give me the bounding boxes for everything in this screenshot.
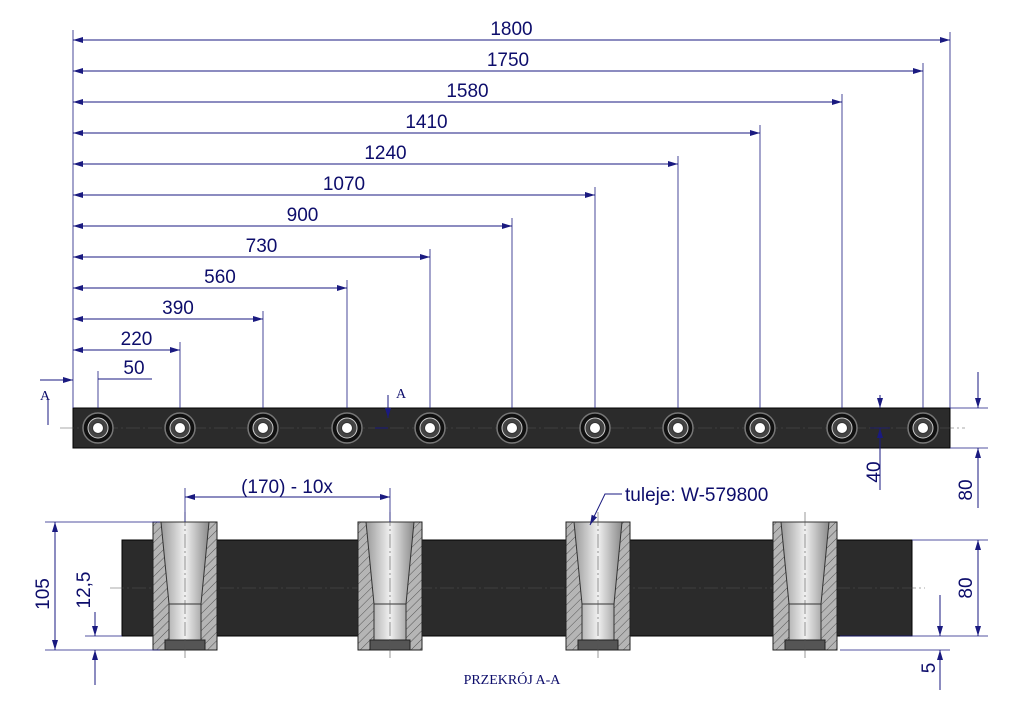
hole [341,422,353,434]
hole [174,422,186,434]
dimension-text: 390 [162,298,194,319]
hole [917,422,929,434]
dimension-text: 5 [919,663,940,674]
dimension-text: 220 [121,329,153,350]
holes [82,412,939,444]
hole [836,422,848,434]
hole [257,422,269,434]
dimension-text: 50 [123,358,144,379]
section-mark: A [396,387,407,402]
dimension-text: 1070 [323,174,365,195]
dimension-text: 12,5 [74,572,95,609]
dimension-text: 105 [33,578,54,610]
dimension-text: 80 [956,577,977,598]
dimension-text: 900 [287,205,319,226]
hole [589,422,601,434]
dimension-text: 1410 [405,112,447,133]
dimension-text: 730 [246,236,278,257]
bushings [152,512,838,660]
dimension-text: 1580 [446,81,488,102]
dimension-text: 40 [864,461,885,482]
dimension-text: 1240 [364,143,406,164]
dimension-text: 80 [956,479,977,500]
dimension-text: 560 [204,267,236,288]
section-mark: A [40,389,51,404]
hole [754,422,766,434]
caption: PRZEKRÓJ A-A [464,671,562,688]
hole [424,422,436,434]
leader-line [589,493,622,526]
dimension-text: 1800 [490,19,532,40]
dimension-text: (170) - 10x [241,477,333,498]
hole [92,422,104,434]
hole [506,422,518,434]
hole [672,422,684,434]
dimension-text: 1750 [487,50,529,71]
callout: tuleje: W-579800 [625,485,768,506]
